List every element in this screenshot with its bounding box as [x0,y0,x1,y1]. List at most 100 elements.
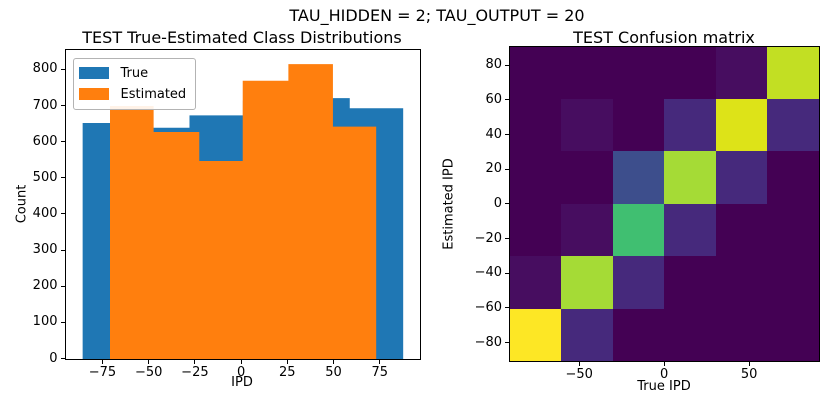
legend-label-estimated: Estimated [120,86,187,102]
y-tick-label: 500 [32,169,58,185]
y-tick-mark [60,321,65,323]
y-tick-mark [505,203,509,205]
heatmap-cell [510,98,562,152]
x-tick-mark [194,359,196,364]
y-tick-label: 400 [32,205,58,221]
y-tick-label: −60 [474,299,502,315]
heatmap-cell [510,203,562,257]
heatmap-cell [767,308,819,361]
x-tick-label: 50 [325,364,342,380]
histogram-title: TEST True-Estimated Class Distributions [82,28,402,47]
x-tick-mark [286,359,288,364]
legend: True Estimated [72,57,197,110]
heatmap-cell [664,151,716,204]
y-tick-mark [505,99,509,101]
y-tick-label: −40 [474,265,502,281]
x-tick-mark [101,359,103,364]
y-tick-label: −20 [474,230,502,246]
heatmap-cell [510,256,562,309]
x-tick-label: 0 [660,367,669,382]
heatmap-cell [612,98,665,152]
y-tick-label: 200 [32,278,58,294]
heatmap-cell [561,203,613,257]
y-tick-label: 600 [32,133,58,149]
heatmap-cell [561,151,613,204]
y-tick-label: 40 [485,126,502,142]
heatmap-cell [561,256,613,309]
y-tick-mark [60,213,65,215]
x-tick-mark [148,359,150,364]
estimated-series-swatch [78,88,109,100]
heatmap-cell [510,151,562,204]
y-tick-mark [60,105,65,107]
heatmap-cell [612,46,665,99]
heatmap-cell [510,46,562,99]
legend-item-estimated: Estimated [78,84,187,105]
x-tick-mark [240,359,242,364]
y-tick-mark [505,307,509,309]
x-tick-mark [663,362,665,366]
heatmap-cell [767,151,819,204]
y-tick-mark [505,168,509,170]
figure-suptitle: TAU_HIDDEN = 2; TAU_OUTPUT = 20 [289,6,585,25]
x-tick-mark [333,359,335,364]
y-tick-label: 60 [485,91,502,107]
y-tick-label: 100 [32,314,58,330]
y-tick-mark [60,68,65,70]
heatmap-cell [510,308,562,361]
x-tick-label: −75 [88,364,117,380]
confusion-matrix-title: TEST Confusion matrix [573,28,755,47]
y-tick-mark [60,249,65,251]
heatmap-cell [767,256,819,309]
x-tick-mark [379,359,381,364]
x-tick-label: −25 [181,364,209,380]
heatmap-cell [612,256,665,309]
heatmap-cell [715,98,768,152]
heatmap-cell [715,46,768,99]
y-tick-label: 700 [32,97,58,113]
legend-label-true: True [120,65,149,81]
y-tick-mark [505,64,509,66]
y-tick-mark [505,134,509,136]
heatmap-cell [767,46,819,99]
y-tick-label: 800 [32,61,58,77]
y-tick-mark [60,141,65,143]
y-tick-mark [505,272,509,274]
histogram-xlabel: IPD [231,375,253,390]
heatmap-cell [664,46,716,99]
true-series-swatch [78,67,109,79]
heatmap-cell [715,203,768,257]
y-tick-label: 0 [493,195,502,211]
x-tick-label: −50 [565,367,593,382]
y-tick-label: 20 [485,161,502,177]
heatmap-cell [767,203,819,257]
confusion-matrix-heatmap [509,45,820,362]
x-tick-label: 75 [371,364,389,380]
x-tick-label: −50 [134,364,163,380]
histogram-canvas [82,63,403,359]
heatmap-cell [612,308,665,361]
heatmap-cell [561,98,613,152]
y-tick-label: 80 [485,57,502,73]
estimated-histogram-shape [109,63,376,359]
confusion-matrix-xlabel: True IPD [637,379,691,394]
heatmap-cell [715,256,768,309]
heatmap-cell [664,256,716,309]
heatmap-cell [715,308,768,361]
heatmap-cell [767,98,819,152]
y-tick-mark [505,238,509,240]
y-tick-mark [505,342,509,344]
heatmap-cell [561,308,613,361]
y-tick-label: 300 [32,242,58,258]
heatmap-cell [664,308,716,361]
heatmap-cell [561,46,613,99]
y-tick-mark [60,177,65,179]
heatmap-cell [612,203,665,257]
heatmap-cell [664,98,716,152]
heatmap-cell [612,151,665,204]
x-tick-label: 0 [236,364,246,380]
heatmap-cell [664,203,716,257]
x-tick-label: 25 [279,364,296,380]
legend-item-true: True [78,63,187,84]
